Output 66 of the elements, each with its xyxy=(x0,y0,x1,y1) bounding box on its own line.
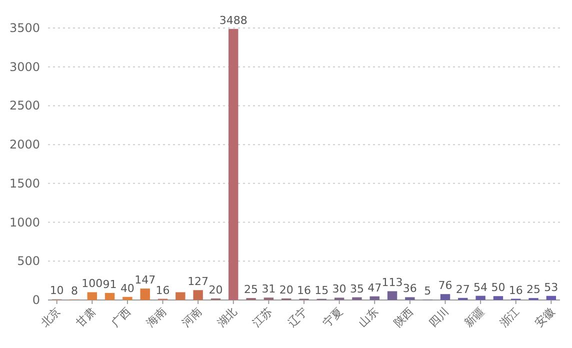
y-tick-label: 1500 xyxy=(9,176,40,190)
bar xyxy=(140,288,150,300)
x-tick-label: 江苏 xyxy=(250,304,275,330)
data-label: 20 xyxy=(208,283,223,296)
bar xyxy=(370,296,380,300)
data-label: 10 xyxy=(50,284,64,298)
data-label: 25 xyxy=(526,283,541,296)
bar xyxy=(476,296,486,300)
x-tick-label: 河南 xyxy=(179,304,204,330)
data-label: 15 xyxy=(314,284,329,297)
data-label: 76 xyxy=(438,279,452,292)
bar xyxy=(104,292,115,300)
bar xyxy=(122,296,132,300)
x-tick-label: 广西 xyxy=(108,304,134,330)
data-label: 50 xyxy=(491,281,506,294)
y-tick-label: 3500 xyxy=(9,21,40,35)
data-label: 20 xyxy=(279,283,294,296)
y-tick-label: 2000 xyxy=(9,138,40,152)
bar xyxy=(176,292,186,300)
data-label: 8 xyxy=(70,284,78,298)
data-label: 100 xyxy=(82,277,103,290)
data-label: 30 xyxy=(332,282,346,296)
x-tick-label: 安徽 xyxy=(532,304,558,330)
data-label: 147 xyxy=(134,274,156,287)
y-tick-label: 0 xyxy=(32,293,40,307)
data-label: 16 xyxy=(156,284,170,297)
data-label: 27 xyxy=(456,282,470,296)
data-label: 25 xyxy=(244,283,258,296)
bar xyxy=(228,28,238,300)
bar xyxy=(87,292,97,300)
x-tick-label: 浙江 xyxy=(497,304,522,330)
x-tick-label: 北京 xyxy=(38,304,63,330)
data-label: 91 xyxy=(102,278,117,291)
data-label: 54 xyxy=(474,280,488,294)
bar xyxy=(193,290,203,300)
data-label: 16 xyxy=(508,284,523,297)
bar xyxy=(387,291,398,300)
bar xyxy=(546,296,556,300)
bar xyxy=(352,297,362,300)
y-tick-label: 2500 xyxy=(9,98,40,113)
x-tick-label: 湖北 xyxy=(214,304,240,330)
x-tick-label: 海南 xyxy=(144,304,169,330)
data-label: 113 xyxy=(382,276,403,290)
y-tick-label: 500 xyxy=(17,254,40,268)
x-tick-label: 甘肃 xyxy=(74,304,98,330)
data-label: 3488 xyxy=(219,14,248,27)
data-label: 127 xyxy=(188,275,209,288)
x-tick-label: 四川 xyxy=(426,304,452,330)
x-tick-label: 辽宁 xyxy=(285,304,310,330)
bar xyxy=(440,294,450,300)
data-label: 5 xyxy=(424,284,432,298)
data-label: 40 xyxy=(120,282,134,295)
y-tick-label: 1000 xyxy=(9,215,40,230)
bar xyxy=(493,296,504,300)
data-label: 31 xyxy=(262,282,276,296)
data-label: 36 xyxy=(402,282,417,296)
bar xyxy=(405,297,415,300)
data-label: 35 xyxy=(350,282,364,296)
data-label: 16 xyxy=(297,284,311,297)
x-tick-label: 山东 xyxy=(356,304,381,330)
y-tick-label: 3000 xyxy=(9,60,40,74)
x-tick-label: 新疆 xyxy=(462,304,487,330)
x-tick-label: 陕西 xyxy=(391,304,416,330)
data-label: 47 xyxy=(368,281,382,294)
x-tick-label: 宁夏 xyxy=(320,304,346,330)
data-label: 53 xyxy=(544,280,558,294)
